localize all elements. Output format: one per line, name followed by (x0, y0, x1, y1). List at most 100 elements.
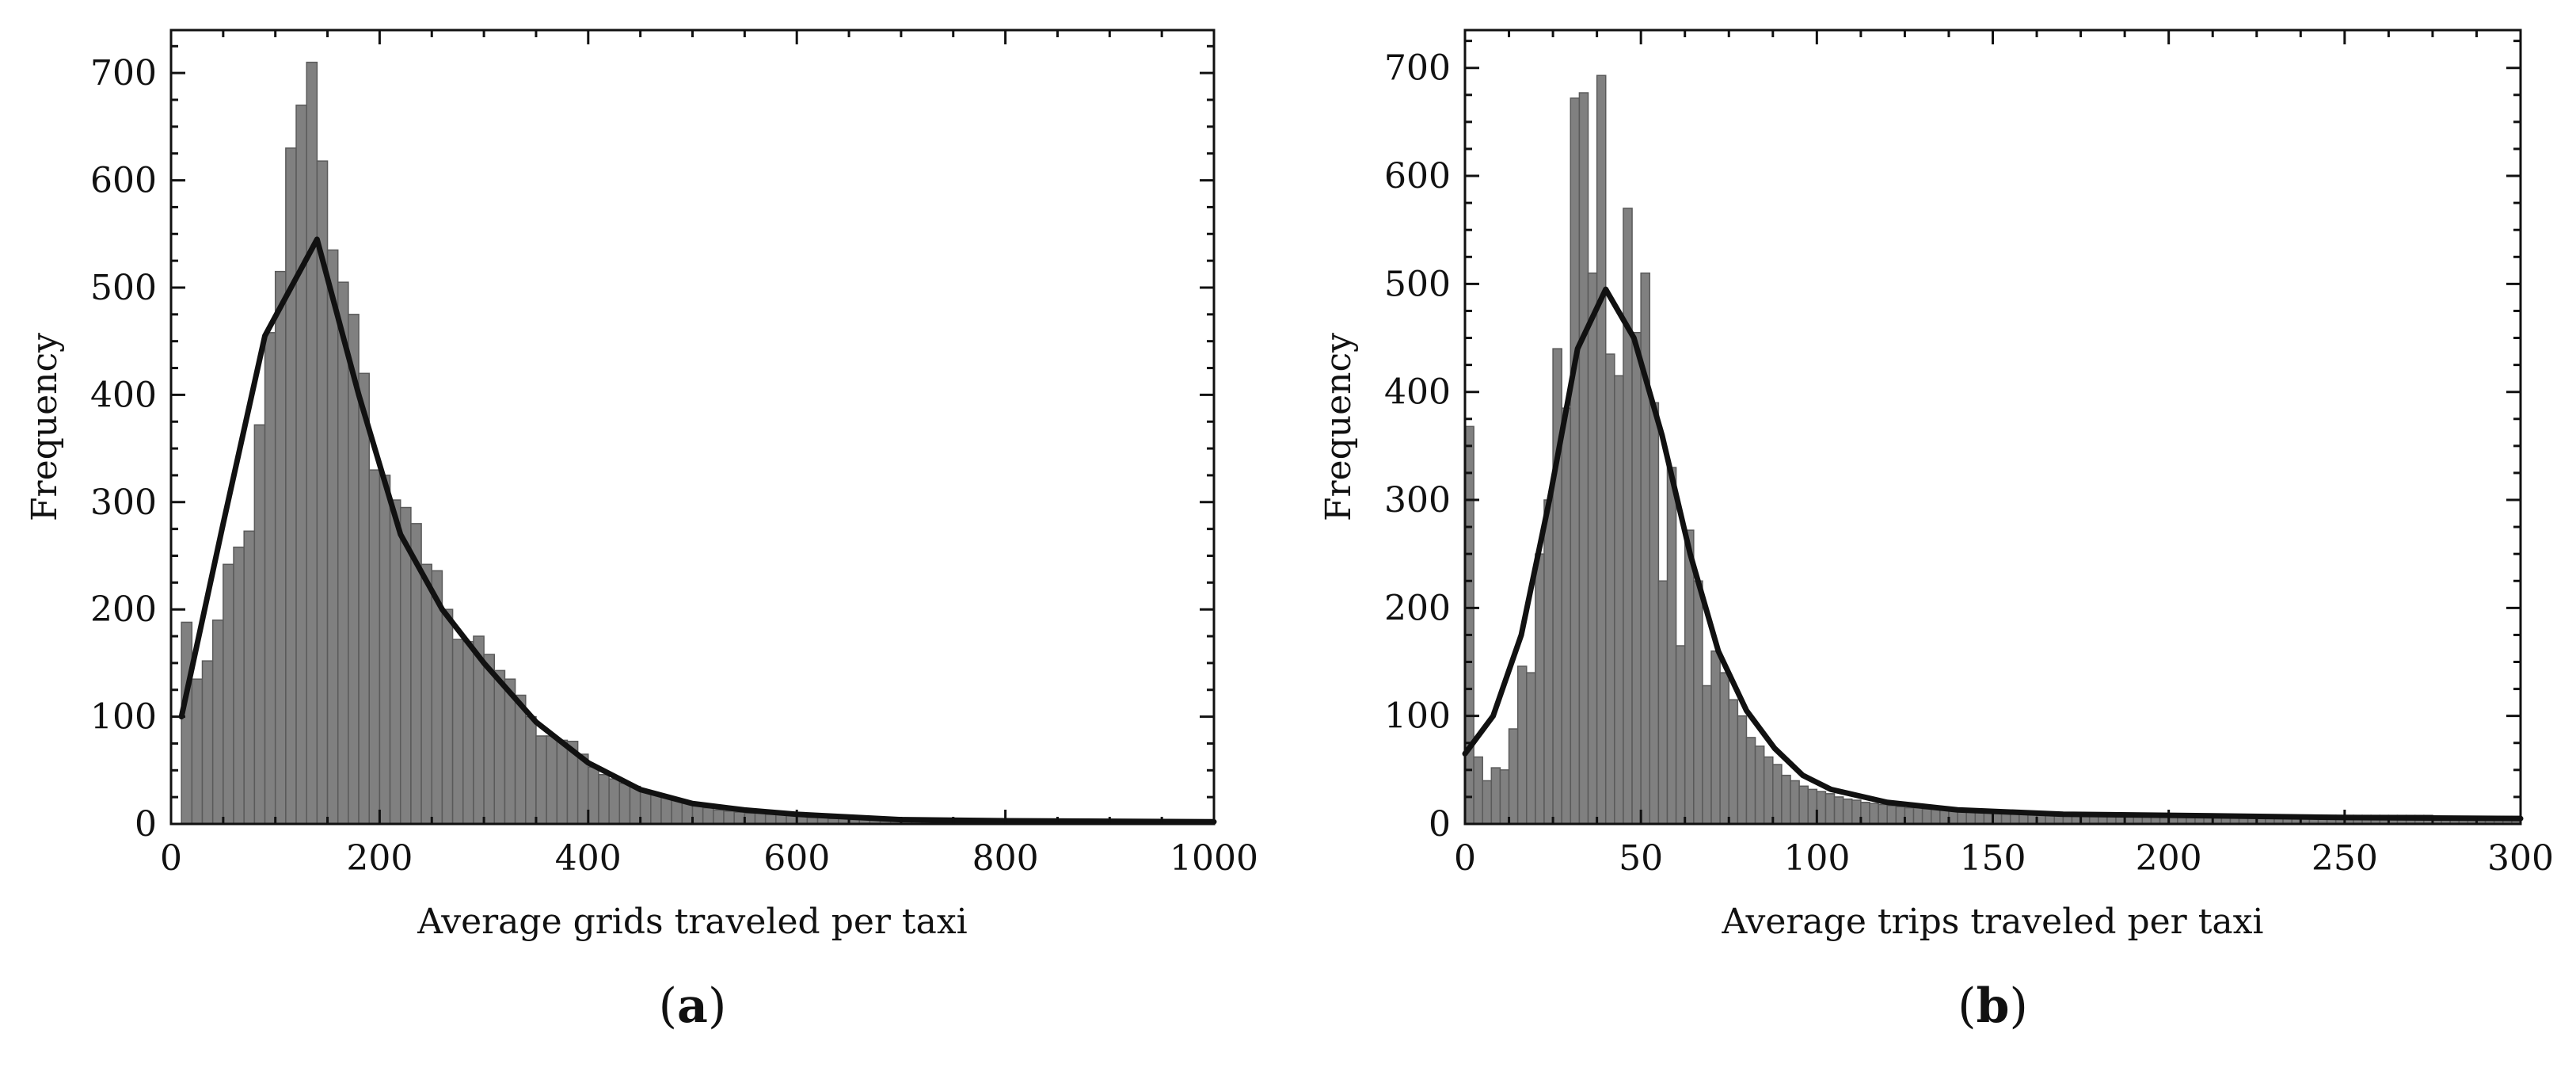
density-curve-b (1462, 286, 2524, 822)
histogram-bar (1816, 791, 1827, 825)
histogram-bar (1649, 402, 1660, 825)
histogram-bar (1939, 809, 1950, 825)
y-tick-label: 200 (1384, 588, 1451, 628)
x-tick-label: 300 (2487, 838, 2554, 879)
caption-a: (a) (659, 978, 727, 1034)
histogram-bars-a (181, 61, 1121, 825)
histogram-bar (285, 147, 297, 825)
histogram-bar (1482, 780, 1493, 825)
y-tick-label: 700 (1384, 48, 1451, 89)
histogram-bar (733, 811, 746, 825)
histogram-bar (1790, 780, 1800, 825)
x-tick-label: 200 (346, 838, 413, 879)
histogram-bar (1921, 808, 1932, 825)
histogram-bar (181, 621, 193, 825)
histogram-bar (1578, 92, 1589, 825)
histogram-bar (358, 372, 370, 825)
histogram-bar (1763, 756, 1774, 825)
histogram-bar (1604, 353, 1615, 825)
histogram-bar (1587, 272, 1598, 825)
histogram-bar (754, 812, 767, 825)
caption-b: (b) (1958, 978, 2028, 1034)
histogram-bar (493, 669, 506, 825)
caption-letter-a: a (677, 978, 708, 1034)
y-tick-label: 300 (1384, 480, 1451, 521)
histogram-bar (420, 563, 433, 825)
histogram-bar (243, 530, 256, 825)
histogram-bar (1860, 801, 1870, 825)
histogram-bar (1499, 769, 1510, 825)
histogram-bar (1904, 807, 1915, 825)
x-tick-label: 200 (2136, 838, 2202, 879)
x-tick-label: 800 (972, 838, 1039, 879)
histogram-bar (1596, 74, 1607, 825)
histogram-bar (211, 619, 224, 825)
axis-ticks-b: 0 50 100 150 200 250 300 0 100 200 300 400 500 600 700 (1384, 30, 2554, 879)
x-tick-label: 0 (1454, 838, 1476, 879)
x-tick-label: 400 (555, 838, 622, 879)
y-axis-label-b: Frequency (1318, 333, 1359, 521)
y-tick-label: 700 (90, 53, 157, 93)
histogram-bar (201, 660, 214, 825)
x-tick-label: 100 (1783, 838, 1850, 879)
y-tick-label: 300 (90, 482, 157, 523)
x-tick-label: 600 (763, 838, 830, 879)
histogram-bar (1526, 672, 1536, 825)
histogram-bar (462, 641, 474, 825)
histogram-bar (483, 654, 496, 825)
y-tick-label: 500 (1384, 264, 1451, 304)
histogram-bar (702, 807, 714, 825)
histogram-bar (723, 810, 735, 825)
histogram-bar (1684, 529, 1695, 825)
histogram-bar (618, 782, 631, 825)
histogram-bar (326, 249, 339, 825)
x-tick-label: 0 (160, 838, 182, 879)
histogram-bar (713, 809, 725, 825)
histogram-bar (1754, 746, 1765, 825)
histogram-bar (1781, 774, 1791, 825)
histogram-bar (1490, 767, 1501, 825)
y-tick-label: 100 (90, 697, 157, 738)
histogram-bar (1666, 467, 1677, 825)
histogram-bar (274, 270, 287, 825)
histogram-bar (1798, 785, 1809, 825)
histogram-bar (1745, 737, 1756, 825)
histogram-bar (1878, 803, 1888, 825)
histogram-bar (598, 773, 610, 825)
chart-panel-b: 0 50 100 150 200 250 300 0 100 200 300 400 500 600 700… (1318, 29, 2554, 1034)
histogram-bar (1614, 375, 1624, 825)
x-axis-label-b: Average trips traveled per taxi (1722, 902, 2264, 942)
histogram-bar (514, 694, 527, 825)
histogram-bar (1535, 553, 1545, 825)
histogram-bar (1869, 803, 1879, 825)
histogram-bar (629, 785, 641, 825)
histogram-bar (1728, 699, 1739, 825)
x-tick-label: 250 (2312, 838, 2378, 879)
histogram-bar (650, 794, 662, 825)
histogram-bar (264, 332, 276, 825)
histogram-bar (1508, 728, 1519, 825)
y-tick-label: 500 (90, 268, 157, 308)
histogram-bar (1570, 97, 1581, 825)
histogram-bar (1930, 808, 1941, 825)
y-tick-label: 600 (90, 161, 157, 201)
histogram-bar (1640, 272, 1651, 825)
histogram-bar (525, 715, 537, 825)
histogram-bar (253, 424, 266, 825)
histogram-bar (1886, 805, 1897, 825)
y-tick-label: 0 (135, 804, 157, 845)
histogram-bar (1833, 796, 1844, 825)
histogram-bars-b (1464, 74, 2521, 825)
histogram-bar (1657, 580, 1669, 825)
histogram-bar (306, 61, 318, 825)
histogram-bar (764, 814, 777, 825)
y-tick-label: 400 (1384, 372, 1451, 413)
y-tick-label: 600 (1384, 156, 1451, 196)
histogram-bar (744, 812, 756, 825)
histogram-bar (389, 499, 401, 825)
histogram-bar (546, 735, 558, 825)
y-tick-label: 200 (90, 589, 157, 630)
histogram-bar (1631, 331, 1642, 825)
y-tick-label: 0 (1429, 804, 1451, 845)
